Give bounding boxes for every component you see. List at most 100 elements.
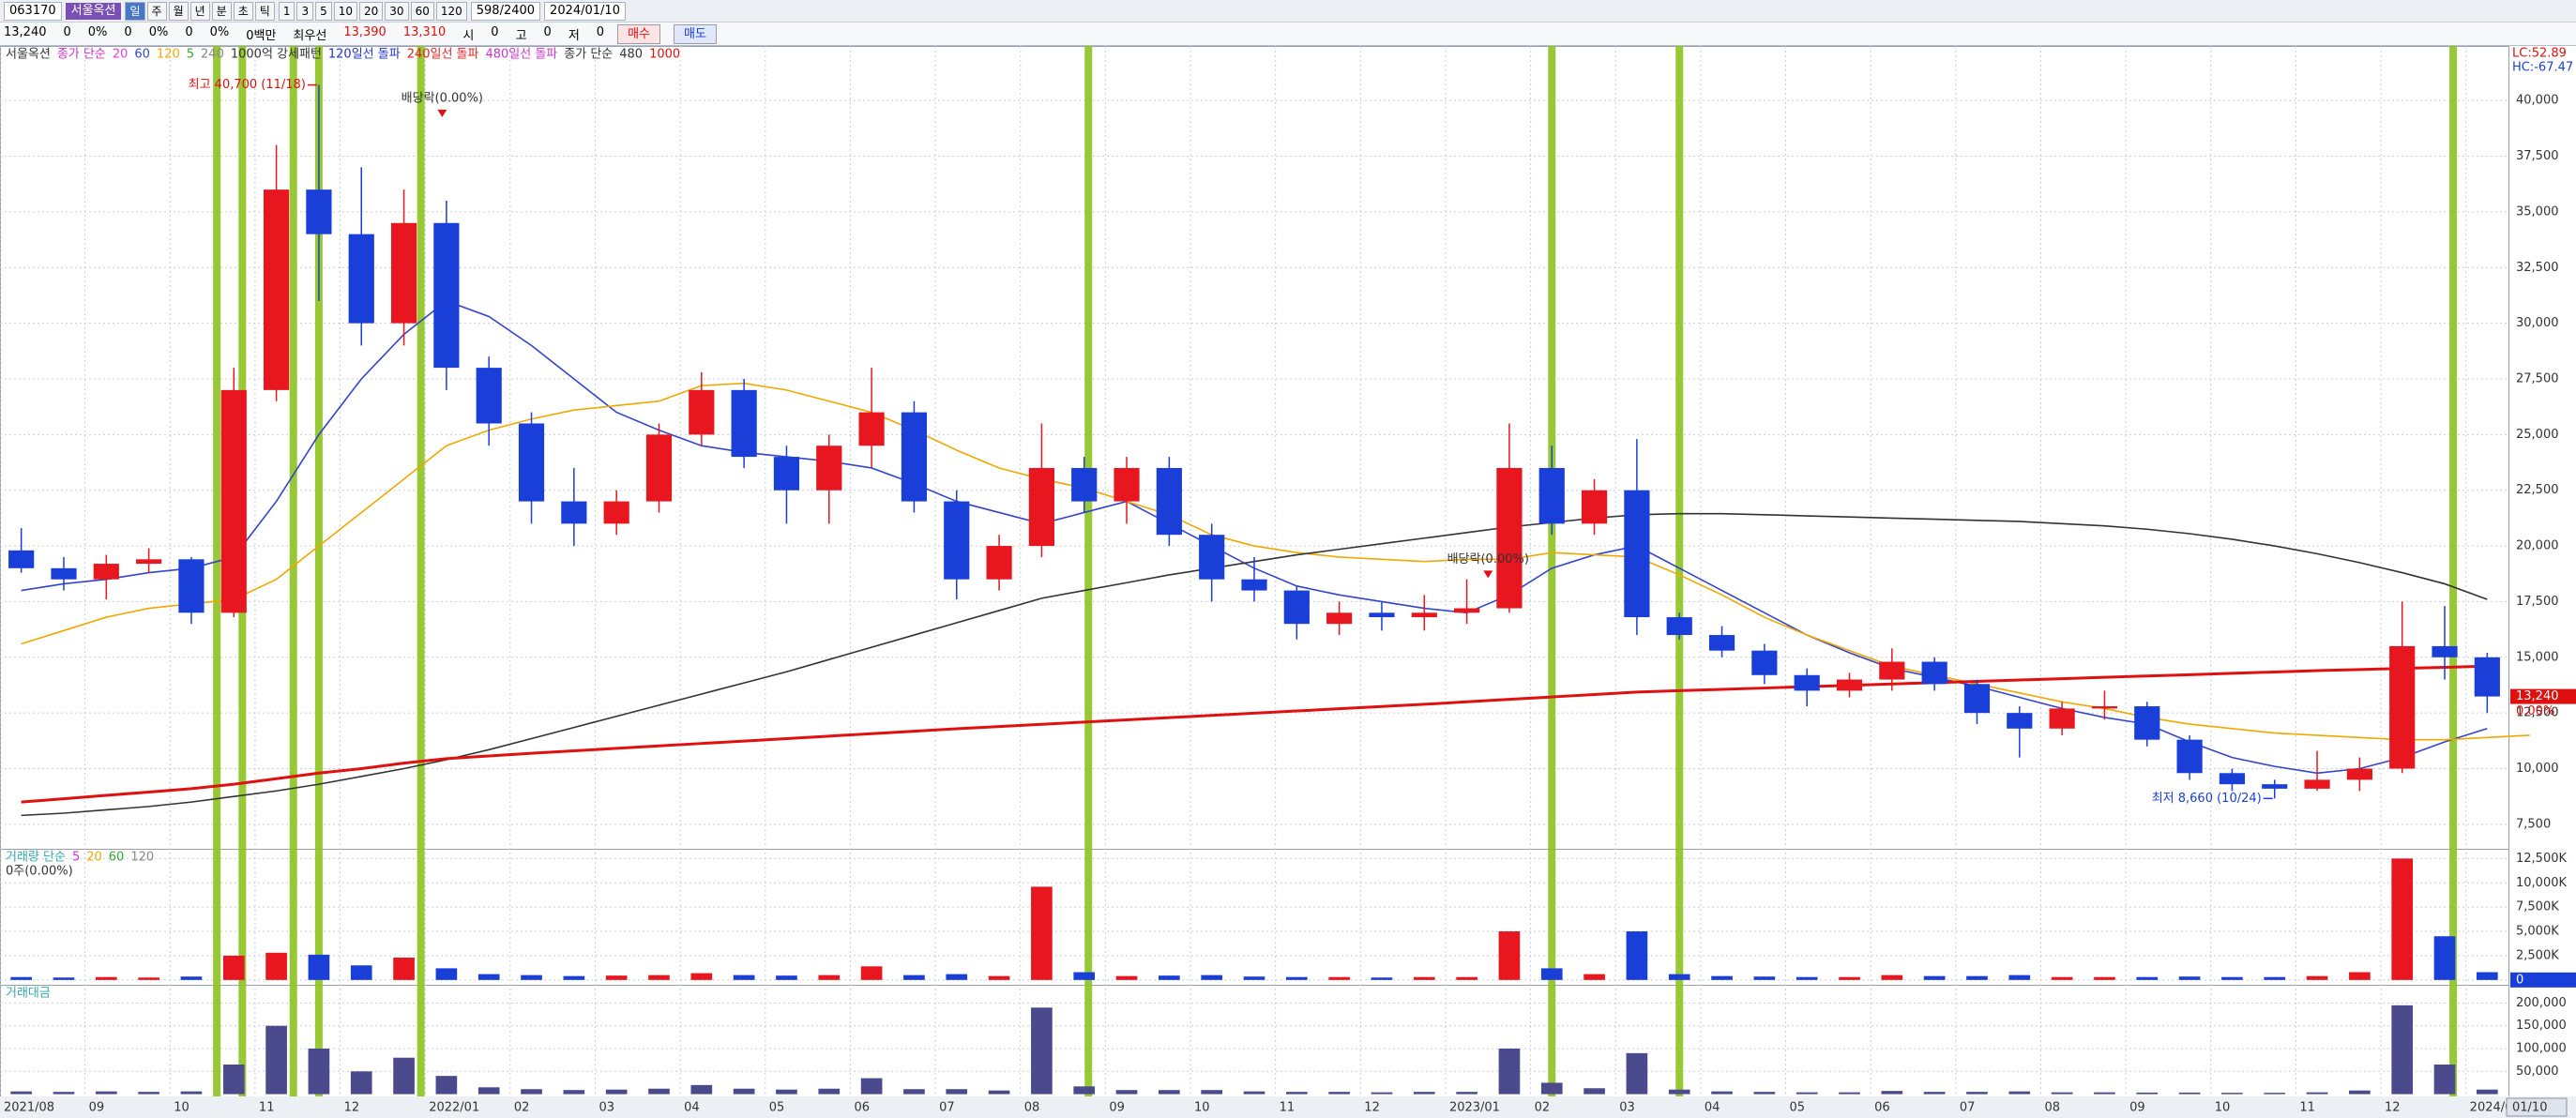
legend-entry: 120	[130, 851, 154, 865]
legend-entry: 20	[86, 851, 102, 865]
amount-bar	[95, 1091, 117, 1095]
legend-entry: 480일선 돌파	[485, 48, 557, 62]
candle-body	[1794, 674, 1820, 691]
volume-bar	[860, 966, 883, 980]
candle-body	[1326, 612, 1353, 625]
period-button[interactable]: 주	[146, 1, 167, 21]
quote-item: 13,310	[402, 24, 447, 39]
volume-bar	[1923, 975, 1946, 980]
x-tick-label: 09	[89, 1101, 105, 1115]
volume-bar	[1668, 974, 1690, 980]
sell-button[interactable]: 매도	[673, 23, 717, 44]
y-tick-label: 50,000	[2516, 1065, 2559, 1079]
candle-body	[306, 189, 332, 234]
candle-body	[1538, 467, 1565, 524]
candle-body	[390, 222, 417, 324]
interval-button[interactable]: 3	[296, 1, 314, 21]
x-tick-label: 04	[1705, 1101, 1720, 1115]
candle-body	[1496, 467, 1523, 609]
candle-body	[1581, 490, 1608, 524]
volume-bar	[53, 977, 75, 980]
y-tick-label: 32,500	[2516, 261, 2559, 275]
y-tick-label: 12,500K	[2516, 852, 2567, 866]
period-button[interactable]: 분	[211, 1, 232, 21]
date-input[interactable]: 2024/01/10	[544, 1, 626, 21]
interval-button[interactable]: 5	[315, 1, 332, 21]
legend-entry: 120	[157, 48, 180, 62]
stock-name[interactable]: 서울옥션	[65, 2, 122, 20]
volume-bar	[1626, 931, 1648, 980]
period-button[interactable]: 일	[125, 1, 145, 21]
interval-button[interactable]: 10	[333, 1, 358, 21]
amount-bar	[1159, 1090, 1180, 1095]
amount-bar	[2178, 1092, 2201, 1095]
volume-bar	[2136, 976, 2159, 980]
y-tick-label: 100,000	[2516, 1042, 2567, 1056]
quote-item: 0	[543, 24, 552, 39]
corner-label: LC:52.89	[2512, 47, 2567, 61]
volume-bar	[776, 975, 797, 980]
x-tick-label: 11	[2299, 1101, 2315, 1115]
interval-button[interactable]: 20	[359, 1, 384, 21]
legend-entry: 20	[113, 48, 129, 62]
candle-body	[348, 234, 374, 324]
signal-bar	[1084, 46, 1093, 1096]
volume-bar	[1540, 968, 1563, 980]
axis-strip	[0, 1096, 2576, 1118]
legend-entry: 서울옥션	[6, 48, 51, 62]
interval-button[interactable]: 60	[410, 1, 434, 21]
volume-bar	[1711, 975, 1733, 980]
ma-line	[21, 382, 2530, 741]
amount-bar	[1115, 1090, 1138, 1095]
candle-body	[1454, 608, 1480, 613]
volume-bar	[1371, 977, 1393, 980]
amount-bar	[1328, 1092, 1350, 1095]
candle-body	[1963, 684, 1991, 714]
candle-body	[476, 368, 502, 424]
buy-button[interactable]: 매수	[617, 23, 660, 44]
y-tick-label: 5,000K	[2516, 925, 2559, 939]
bar-count[interactable]: 598/2400	[470, 1, 541, 21]
stock-code[interactable]: 063170	[4, 1, 62, 21]
cursor-date-box	[2506, 1097, 2568, 1117]
y-tick-label: 7,500	[2516, 817, 2551, 831]
x-tick-label: 2022/01	[429, 1101, 479, 1115]
volume-bar	[1328, 976, 1350, 980]
period-button[interactable]: 초	[233, 1, 253, 21]
volume-bar	[1159, 975, 1180, 980]
amount-bar	[1285, 1092, 1308, 1095]
volume-bar	[2349, 972, 2371, 980]
legend-entry: 종가 단순	[57, 48, 106, 62]
candle-body	[1241, 579, 1267, 591]
interval-button[interactable]: 30	[385, 1, 409, 21]
volume-bar	[1073, 972, 1096, 980]
x-tick-label: 09	[1109, 1101, 1125, 1115]
candle-body	[51, 567, 77, 580]
candle-body	[2007, 713, 2033, 729]
legend-entry: 1000억 강세패턴	[231, 48, 322, 62]
x-tick-label: 10	[174, 1101, 189, 1115]
candle-body	[1708, 635, 1735, 651]
period-button[interactable]: 월	[168, 1, 189, 21]
quote-item: 0	[63, 24, 71, 39]
quote-item: 13,390	[343, 24, 386, 39]
amount-bar	[1711, 1091, 1733, 1095]
interval-button[interactable]: 1	[278, 1, 295, 21]
amount-bar	[1668, 1089, 1690, 1095]
legend-entry: 480	[619, 48, 643, 62]
y-tick-label: 22,500	[2516, 483, 2559, 497]
legend-entry: 60	[134, 48, 150, 62]
volume-bar	[10, 976, 32, 980]
amount-bar	[2008, 1091, 2031, 1095]
volume-bar	[2306, 975, 2328, 980]
candle-body	[901, 412, 928, 502]
amount-bar	[1796, 1092, 1818, 1095]
period-button[interactable]: 틱	[254, 1, 275, 21]
interval-button[interactable]: 120	[435, 1, 467, 21]
quote-item: 저	[568, 28, 580, 43]
volume-bar	[393, 958, 415, 980]
period-button[interactable]: 년	[189, 1, 210, 21]
amount-title: 거래대금	[6, 987, 51, 1001]
